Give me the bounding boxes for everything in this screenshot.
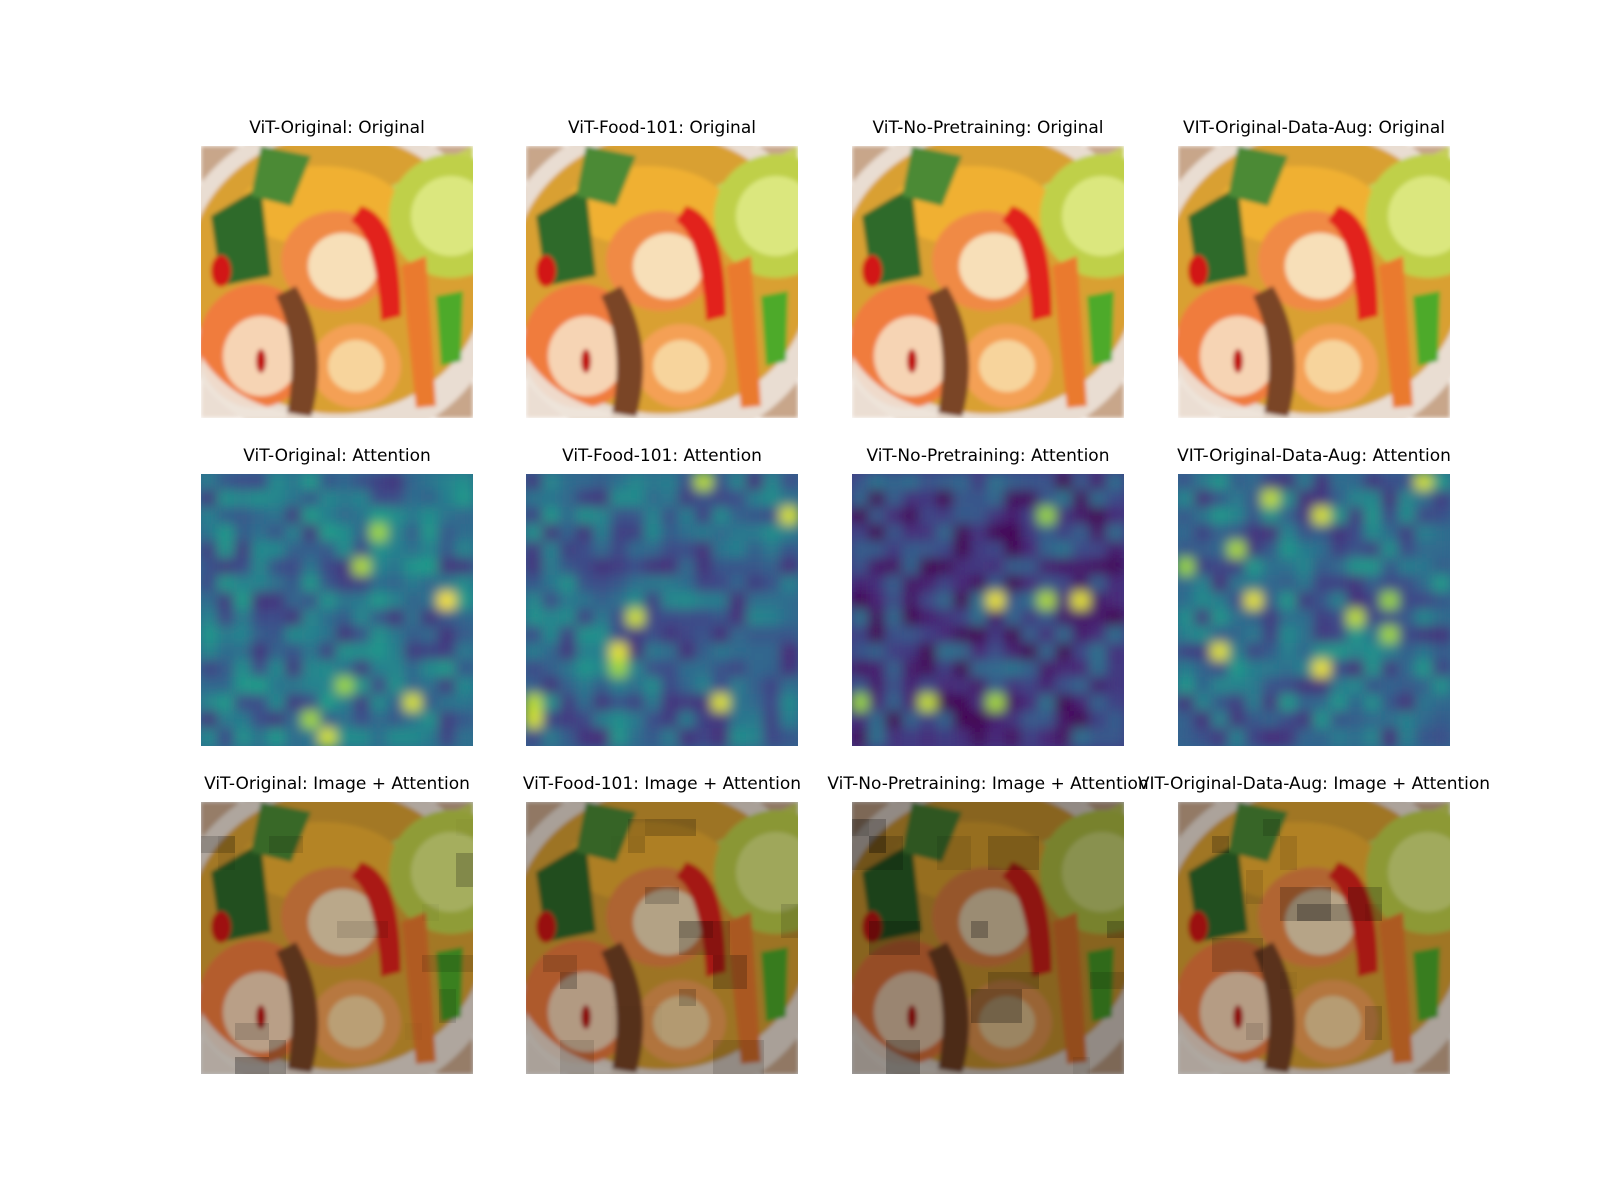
panel-title: ViT-No-Pretraining: Original (872, 118, 1104, 138)
attention-heatmap (526, 474, 798, 746)
panel-title: VIT-Original-Data-Aug: Original (1183, 118, 1445, 138)
food-image (1178, 146, 1450, 418)
overlay-image (201, 802, 473, 1074)
panel-title: ViT-No-Pretraining: Image + Attention (827, 774, 1149, 794)
overlay-image (852, 802, 1124, 1074)
food-image (852, 146, 1124, 418)
attention-heatmap (852, 474, 1124, 746)
panel-title: VIT-Original-Data-Aug: Attention (1177, 446, 1451, 466)
panel-title: ViT-Food-101: Original (568, 118, 756, 138)
attention-heatmap (201, 474, 473, 746)
panel-title: ViT-Food-101: Attention (562, 446, 762, 466)
panel-title: ViT-Original: Original (249, 118, 425, 138)
food-image (201, 146, 473, 418)
overlay-image (526, 802, 798, 1074)
panel-title: ViT-Food-101: Image + Attention (522, 774, 802, 794)
panel-title: ViT-Original: Attention (243, 446, 431, 466)
panel-title: ViT-Original: Image + Attention (204, 774, 470, 794)
overlay-image (1178, 802, 1450, 1074)
attention-heatmap (1178, 474, 1450, 746)
panel-title: VIT-Original-Data-Aug: Image + Attention (1137, 774, 1491, 794)
food-image (526, 146, 798, 418)
panel-title: ViT-No-Pretraining: Attention (866, 446, 1110, 466)
